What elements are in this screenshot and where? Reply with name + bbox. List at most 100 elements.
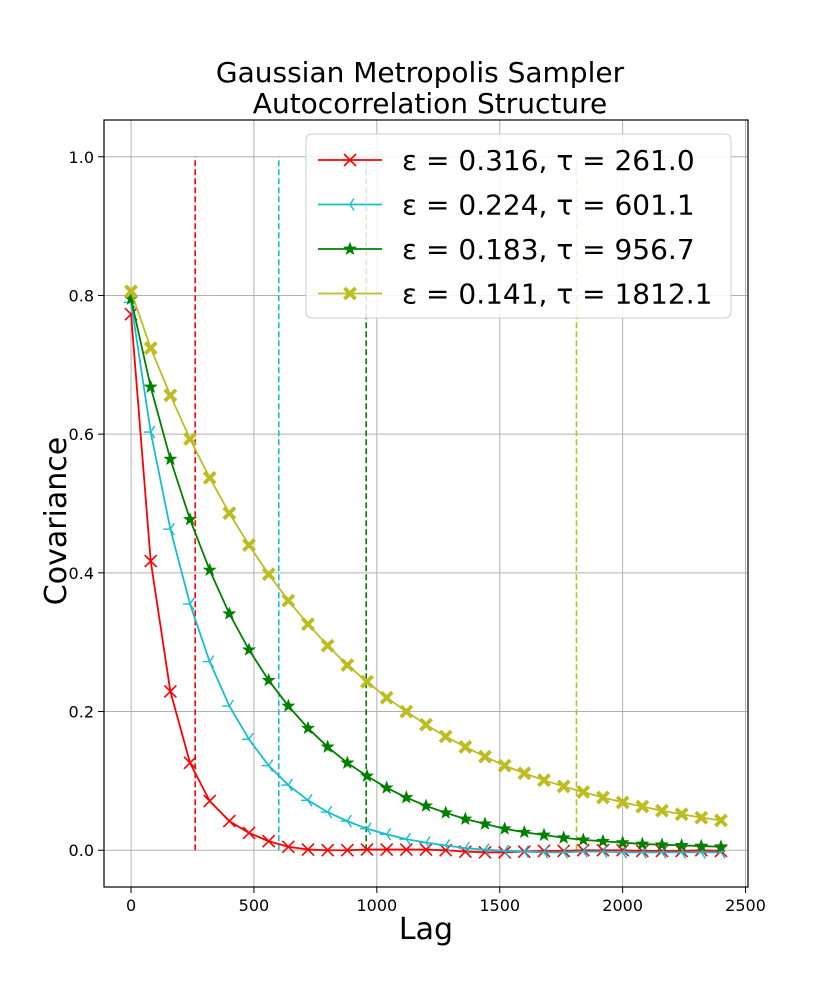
- tri-left-marker: [222, 699, 234, 713]
- chart-title-line-2: Autocorrelation Structure: [253, 87, 607, 120]
- legend-box: [305, 133, 732, 319]
- x-marker: [399, 842, 413, 857]
- x-marker: [343, 153, 357, 167]
- filled-x-marker: [517, 766, 532, 781]
- star-marker: [301, 720, 316, 735]
- filled-x-marker: [635, 799, 650, 814]
- legend-item: ε = 0.141, τ = 1812.1: [318, 278, 712, 311]
- tri-left-marker: [163, 522, 175, 536]
- filled-x-marker: [379, 690, 394, 705]
- filled-x-marker: [674, 807, 689, 822]
- chart-title: Gaussian Metropolis Sampler Autocorrelat…: [216, 56, 625, 120]
- tri-left-marker: [477, 843, 490, 856]
- filled-x-marker: [281, 593, 296, 608]
- legend-label: ε = 0.316, τ = 261.0: [402, 144, 695, 177]
- star-marker: [143, 379, 158, 393]
- tri-left-marker: [320, 805, 333, 819]
- filled-x-marker: [497, 758, 512, 773]
- x-marker: [242, 826, 256, 840]
- series: [124, 291, 728, 853]
- axis-ticks: 0 500 1000 1500 2000 2500 0.0 0.2 0.4 0.6 0.8 1.0: [69, 148, 766, 915]
- y-tick-label: 1.0: [69, 148, 94, 167]
- x-marker: [262, 834, 276, 848]
- filled-x-marker: [202, 470, 217, 485]
- x-marker: [222, 814, 236, 828]
- tri-left-marker: [379, 827, 392, 841]
- filled-x-marker: [596, 790, 610, 805]
- legend-item: ε = 0.316, τ = 261.0: [318, 144, 695, 177]
- tri-left-marker: [143, 425, 156, 439]
- star-marker: [418, 798, 434, 812]
- legend: ε = 0.316, τ = 261.0 ε = 0.224, τ = 601.1…: [305, 133, 732, 319]
- x-marker: [321, 843, 335, 857]
- filled-x-marker: [261, 567, 276, 582]
- series-lines: [124, 284, 728, 859]
- y-tick-label: 0.0: [69, 841, 94, 860]
- star-marker: [694, 838, 709, 853]
- x-marker: [360, 842, 374, 857]
- star-marker: [360, 768, 375, 783]
- legend-item: ε = 0.183, τ = 956.7: [318, 233, 695, 266]
- filled-x-marker: [655, 803, 669, 818]
- star-marker: [320, 739, 335, 753]
- x-marker: [616, 843, 630, 857]
- filled-x-marker: [556, 779, 571, 794]
- x-axis-label: Lag: [399, 912, 453, 947]
- x-marker: [340, 843, 354, 857]
- y-tick-label: 0.4: [69, 564, 94, 583]
- tri-left-marker: [536, 845, 549, 859]
- star-marker: [261, 672, 276, 687]
- tri-left-marker: [399, 832, 411, 846]
- series-line: [130, 302, 721, 854]
- tri-left-marker: [202, 655, 215, 669]
- tri-left-marker: [261, 759, 274, 773]
- y-tick-label: 0.6: [69, 425, 94, 444]
- filled-x-marker: [714, 813, 728, 828]
- series: [124, 295, 726, 859]
- tri-left-marker: [343, 198, 355, 211]
- star-marker: [242, 642, 257, 656]
- star-marker: [713, 839, 728, 853]
- x-marker: [163, 684, 177, 699]
- filled-x-marker: [615, 795, 630, 810]
- x-marker: [203, 794, 217, 808]
- x-marker: [183, 756, 197, 770]
- plot-frame: [103, 119, 749, 888]
- x-marker: [380, 842, 394, 857]
- filled-x-marker: [576, 785, 591, 799]
- series: [124, 307, 728, 859]
- tri-left-marker: [281, 778, 293, 792]
- x-tick-label: 1000: [356, 896, 397, 915]
- tri-left-marker: [438, 839, 451, 852]
- filled-x-marker: [222, 506, 237, 521]
- series-line: [130, 314, 721, 854]
- star-marker: [654, 837, 669, 851]
- tri-left-marker: [595, 845, 608, 859]
- star-marker: [497, 821, 512, 835]
- star-marker: [202, 562, 217, 577]
- star-marker: [222, 606, 237, 620]
- tri-left-marker: [556, 845, 569, 859]
- star-marker: [163, 451, 178, 466]
- y-tick-label: 0.2: [69, 703, 94, 722]
- star-marker: [340, 755, 355, 769]
- filled-x-marker: [163, 388, 178, 403]
- x-tick-label: 1500: [479, 896, 520, 915]
- filled-x-marker: [399, 704, 414, 719]
- star-marker: [576, 832, 591, 846]
- y-axis-label: Covariance: [39, 437, 74, 605]
- star-marker: [477, 816, 492, 830]
- filled-x-marker: [458, 739, 473, 754]
- star-marker: [438, 805, 453, 819]
- y-tick-label: 0.8: [69, 286, 94, 305]
- tri-left-marker: [242, 732, 254, 746]
- chart-title-line-1: Gaussian Metropolis Sampler: [216, 56, 625, 89]
- x-marker: [478, 845, 492, 859]
- filled-x-marker: [242, 538, 256, 553]
- star-marker: [615, 835, 630, 849]
- star-marker: [458, 811, 473, 826]
- filled-x-marker: [438, 729, 453, 744]
- x-tick-label: 2000: [602, 896, 643, 915]
- filled-x-marker: [301, 617, 315, 632]
- star-marker: [674, 838, 689, 852]
